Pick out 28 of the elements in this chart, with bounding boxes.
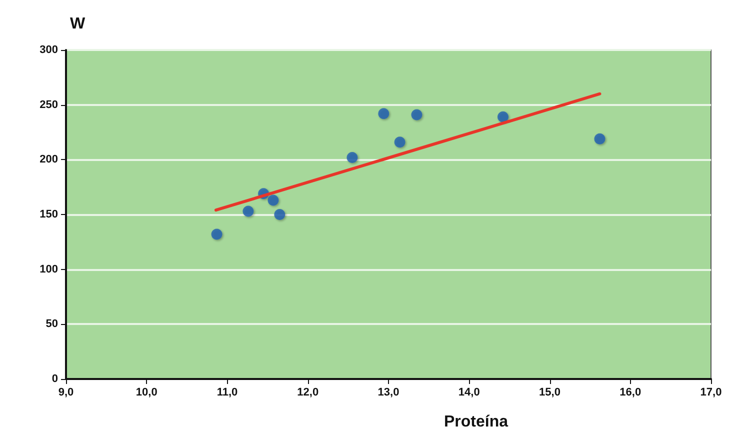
point [394, 136, 406, 148]
x-tick-label: 17,0 [700, 386, 722, 398]
x-tick-label: 11,0 [216, 386, 238, 398]
point [411, 109, 422, 120]
x-tick-label: 14,0 [458, 386, 480, 398]
y-tick-label: 300 [40, 44, 58, 56]
x-tick-label: 15,0 [539, 386, 560, 398]
x-tick-label: 10,0 [136, 386, 158, 398]
point [274, 209, 286, 220]
x-tick-label: 16,0 [620, 386, 642, 398]
point [268, 194, 279, 206]
y-axis-title: W [70, 16, 86, 32]
y-tick-label: 100 [40, 263, 58, 276]
x-tick-label: 12,0 [297, 386, 319, 398]
y-tick-label: 250 [40, 98, 58, 111]
x-axis-title: Proteína [444, 414, 508, 430]
point [211, 228, 222, 240]
point [594, 133, 606, 144]
y-tick-label: 0 [52, 373, 58, 385]
point [378, 108, 390, 120]
x-tick-label: 13,0 [378, 386, 400, 398]
point [242, 206, 254, 217]
x-tick-label: 9,0 [58, 386, 74, 398]
point [498, 111, 508, 122]
y-tick-label: 150 [40, 208, 58, 220]
y-tick-label: 200 [40, 154, 58, 166]
point [346, 152, 358, 163]
y-tick-label: 50 [46, 318, 58, 330]
